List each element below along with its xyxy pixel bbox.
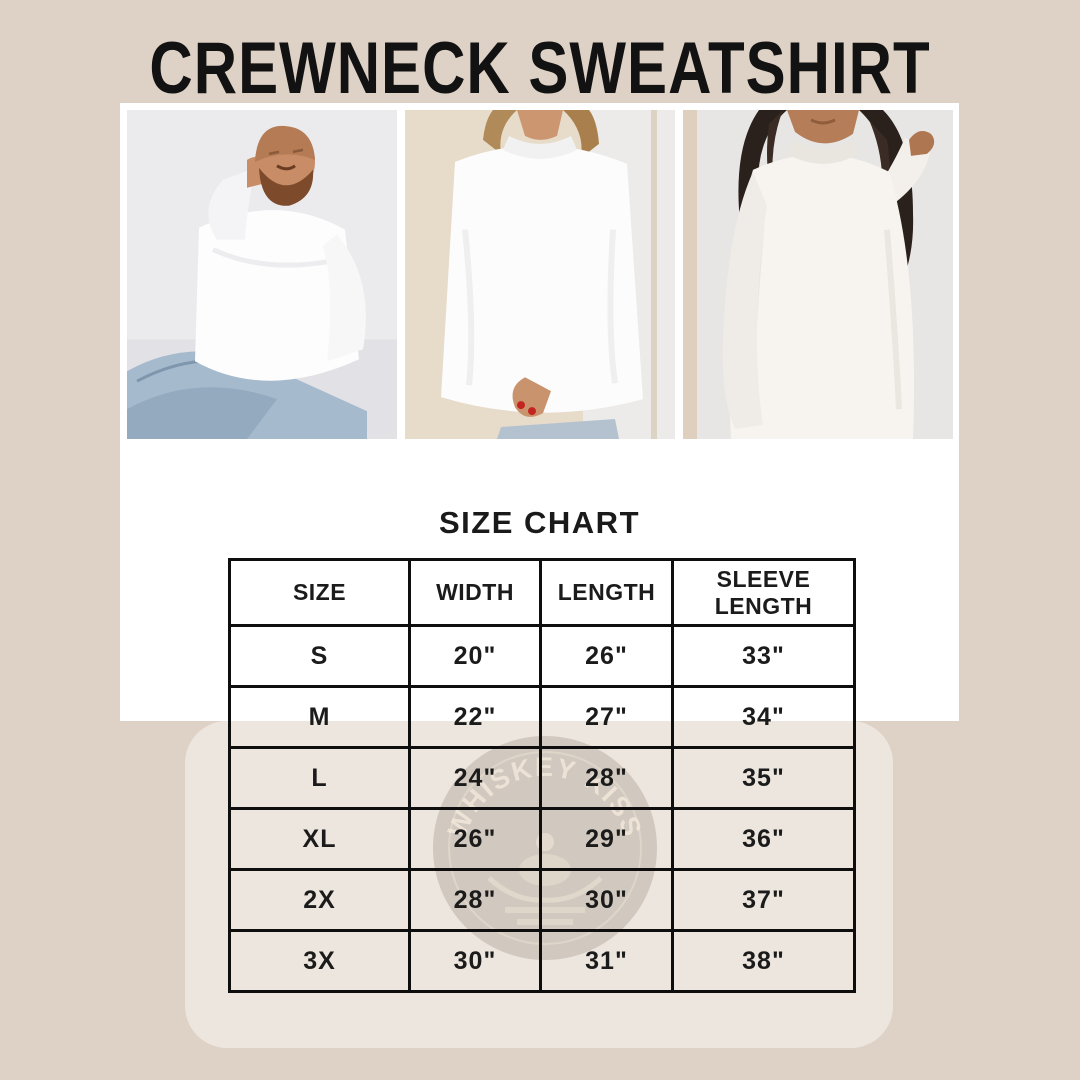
size-chart-header-row: SIZE WIDTH LENGTH SLEEVE LENGTH <box>228 558 856 627</box>
model-photo-female-cropped <box>405 110 675 439</box>
size-cell: XL <box>228 807 411 871</box>
table-row-3x: 3X 30" 31" 38" <box>228 929 856 993</box>
sleeve-length-cell: 33" <box>671 624 856 688</box>
length-cell: 31" <box>539 929 674 993</box>
size-cell: S <box>228 624 411 688</box>
sleeve-length-cell: 38" <box>671 929 856 993</box>
sleeve-length-cell: 37" <box>671 868 856 932</box>
width-cell: 28" <box>408 868 542 932</box>
size-chart-heading: SIZE CHART <box>439 505 640 540</box>
model-photo-male <box>127 110 397 439</box>
female-torso-illustration <box>405 110 675 439</box>
size-cell: 2X <box>228 868 411 932</box>
size-cell: 3X <box>228 929 411 993</box>
column-header-length: LENGTH <box>539 558 674 627</box>
table-row-m: M 22" 27" 34" <box>228 685 856 749</box>
length-cell: 29" <box>539 807 674 871</box>
width-cell: 22" <box>408 685 542 749</box>
column-header-width: WIDTH <box>408 558 542 627</box>
male-model-illustration <box>127 110 397 439</box>
length-cell: 26" <box>539 624 674 688</box>
width-cell: 20" <box>408 624 542 688</box>
photo-gallery <box>127 110 953 439</box>
length-cell: 28" <box>539 746 674 810</box>
sleeve-length-cell: 35" <box>671 746 856 810</box>
length-cell: 27" <box>539 685 674 749</box>
column-header-sleeve-length: SLEEVE LENGTH <box>671 558 856 627</box>
size-cell: L <box>228 746 411 810</box>
sleeve-length-cell: 36" <box>671 807 856 871</box>
sleeve-length-cell: 34" <box>671 685 856 749</box>
width-cell: 30" <box>408 929 542 993</box>
width-cell: 26" <box>408 807 542 871</box>
width-cell: 24" <box>408 746 542 810</box>
size-cell: M <box>228 685 411 749</box>
column-header-size: SIZE <box>228 558 411 627</box>
length-cell: 30" <box>539 868 674 932</box>
product-title: CREWNECK SWEATSHIRT <box>149 27 931 109</box>
female-model-illustration <box>683 110 953 439</box>
table-row-2x: 2X 28" 30" 37" <box>228 868 856 932</box>
table-row-xl: XL 26" 29" 36" <box>228 807 856 871</box>
size-chart-table: SIZE WIDTH LENGTH SLEEVE LENGTH S 20" 26… <box>228 558 856 993</box>
model-photo-female-hair <box>683 110 953 439</box>
table-row-l: L 24" 28" 35" <box>228 746 856 810</box>
table-row-s: S 20" 26" 33" <box>228 624 856 688</box>
